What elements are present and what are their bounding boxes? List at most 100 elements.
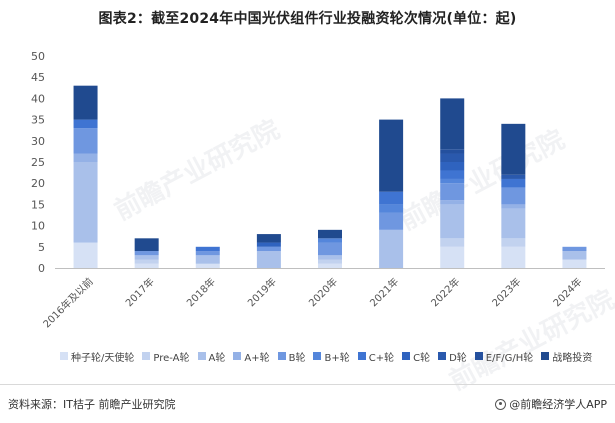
y-tick-label: 20 (31, 177, 45, 190)
legend-item: B+轮 (313, 349, 350, 364)
legend-item: 战略投资 (541, 349, 592, 364)
bar-segment (318, 263, 342, 268)
bar-segment (501, 208, 526, 239)
bar-segment (440, 204, 465, 239)
x-tick-label: 2021年 (367, 275, 401, 309)
bar-segment (379, 191, 404, 205)
y-axis: 0 5 10 15 20 25 30 35 40 45 50 (31, 50, 45, 275)
legend-label: B+轮 (324, 352, 350, 364)
bar-segment (318, 242, 342, 256)
legend-label: C+轮 (368, 352, 395, 364)
legend-swatch (438, 352, 447, 360)
legend-label: 种子轮/天使轮 (71, 352, 135, 364)
bar-segment (501, 238, 526, 247)
bar-segment (501, 187, 526, 205)
legend-label: Pre-A轮 (153, 352, 190, 364)
bars (73, 85, 587, 268)
y-tick-label: 25 (31, 156, 45, 169)
bar-segment (195, 263, 220, 268)
legend-swatch (233, 352, 242, 360)
bar-segment (501, 246, 526, 268)
x-axis: 2016年及以前 2017年 2018年 2019年 2020年 2021年 2022年 20… (40, 268, 605, 330)
legend-label: E/F/G/H轮 (485, 352, 534, 364)
legend-swatch (474, 352, 483, 360)
x-tick-label: 2018年 (184, 275, 218, 309)
y-tick-label: 35 (31, 114, 45, 127)
footer-divider (0, 384, 615, 385)
bar-segment (501, 178, 526, 188)
bar-segment (562, 259, 587, 268)
legend-item: 种子轮/天使轮 (60, 349, 134, 364)
brand-logo-icon (495, 398, 507, 410)
bar-segment (195, 246, 220, 252)
legend-label: 战略投资 (552, 352, 593, 364)
bar-segment (501, 174, 526, 179)
bar-segment (440, 238, 465, 247)
bar-segment (256, 246, 281, 252)
bar-segment (440, 178, 465, 184)
legend-swatch (541, 352, 550, 360)
bar-segment (562, 246, 587, 252)
bar-segment (562, 251, 587, 260)
legend-item: Pre-A轮 (142, 349, 190, 364)
bar-segment (440, 149, 465, 154)
bar-segment (134, 238, 159, 252)
bar-segment (73, 153, 98, 162)
bar-segment (73, 128, 98, 154)
legend-label: A+轮 (244, 352, 270, 364)
x-tick-label: 2020年 (306, 275, 340, 309)
bar-segment (73, 162, 98, 243)
bar-segment (134, 251, 159, 256)
bar-segment (134, 259, 159, 264)
x-tick-label: 2024年 (550, 275, 584, 309)
x-tick-label: 2017年 (123, 275, 157, 309)
legend-item: C轮 (402, 349, 430, 364)
legend-swatch (277, 352, 286, 360)
y-tick-label: 50 (31, 50, 45, 63)
bar-segment (73, 242, 98, 268)
y-tick-label: 45 (31, 71, 45, 84)
legend-swatch (142, 352, 151, 360)
bar-segment (256, 251, 281, 268)
bar-segment (318, 259, 342, 264)
legend-item: D轮 (438, 349, 467, 364)
bar-segment (440, 98, 465, 150)
bar-segment (440, 153, 465, 162)
source-note: 资料来源：IT桔子 前瞻产业研究院 (8, 398, 176, 411)
y-tick-label: 30 (31, 135, 45, 148)
legend-label: A轮 (208, 352, 226, 364)
legend: 种子轮/天使轮 Pre-A轮 A轮 A+轮 B轮 B+轮 C+轮 C轮 D轮 E/F/G/H轮 战略… (60, 348, 605, 364)
legend-item: C+轮 (357, 349, 395, 364)
x-tick-label: 2016年及以前 (40, 275, 95, 330)
bar-segment (440, 246, 465, 268)
y-tick-label: 40 (31, 92, 45, 105)
bar-segment (440, 162, 465, 171)
y-tick-label: 10 (31, 220, 45, 233)
chart-title: 图表2：截至2024年中国光伏组件行业投融资轮次情况(单位：起) (98, 11, 517, 27)
x-tick-label: 2023年 (489, 275, 523, 309)
legend-item: A轮 (197, 349, 226, 364)
legend-label: B轮 (288, 352, 306, 364)
bar-segment (318, 255, 342, 260)
y-tick-label: 5 (38, 241, 45, 254)
bar-segment (501, 123, 526, 175)
bar-segment (440, 170, 465, 179)
bar-segment (256, 234, 281, 243)
x-tick-label: 2019年 (245, 275, 279, 309)
legend-swatch (402, 352, 411, 360)
legend-label: C轮 (413, 352, 431, 364)
bar-segment (440, 183, 465, 201)
legend-swatch (313, 352, 322, 360)
legend-label: D轮 (449, 352, 467, 364)
bar-segment (318, 229, 342, 239)
legend-swatch (197, 352, 206, 360)
bar-segment (440, 200, 465, 205)
bar-segment (195, 251, 220, 256)
legend-item: A+轮 (233, 349, 270, 364)
y-tick-label: 0 (38, 262, 45, 275)
bar-segment (379, 204, 404, 213)
bar-segment (318, 238, 342, 243)
bar-segment (134, 263, 159, 268)
bar-segment (379, 229, 404, 268)
